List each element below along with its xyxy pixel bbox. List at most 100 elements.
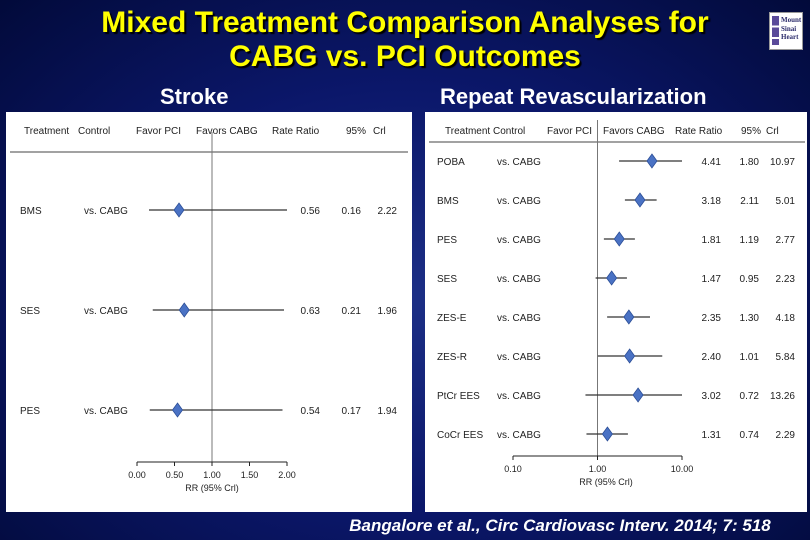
row-control: vs. CABG: [497, 313, 541, 324]
row-ci-low: 0.72: [740, 391, 760, 402]
stroke-forest-svg: Treatment Control Favor PCI Favors CABG Rate…: [10, 126, 408, 493]
header-control: Control: [493, 126, 525, 137]
row-rate-ratio: 4.41: [702, 157, 722, 168]
header-favor-pci: Favor PCI: [547, 126, 592, 137]
row-rate-ratio: 1.81: [702, 235, 722, 246]
header-treatment: Treatment: [24, 126, 69, 137]
x-tick-label: 1.50: [241, 470, 259, 480]
rr-point: [601, 426, 613, 442]
header-95-: 95%: [346, 126, 366, 137]
slide-title: Mixed Treatment Comparison Analyses for …: [20, 6, 790, 74]
row-rate-ratio: 3.02: [702, 391, 722, 402]
row-ci-high: 2.22: [378, 206, 398, 217]
row-treatment: BMS: [20, 206, 42, 217]
row-rate-ratio: 1.31: [702, 430, 722, 441]
row-ci-low: 0.21: [342, 306, 362, 317]
row-ci-low: 0.95: [740, 274, 760, 285]
x-tick-label: 2.00: [278, 470, 296, 480]
row-treatment: ZES-E: [437, 313, 467, 324]
header-95-: 95%: [741, 126, 761, 137]
revasc-forest-svg: Treatment Control Favor PCI Favors CABG Rate…: [429, 120, 805, 487]
row-ci-high: 5.01: [776, 196, 796, 207]
rr-point: [624, 348, 636, 364]
logo-mark-icon: [772, 16, 779, 45]
row-treatment: PtCr EES: [437, 391, 480, 402]
row-control: vs. CABG: [497, 391, 541, 402]
rr-point: [178, 302, 190, 318]
row-control: vs. CABG: [497, 352, 541, 363]
row-rate-ratio: 0.54: [301, 406, 321, 417]
row-rate-ratio: 2.40: [702, 352, 722, 363]
row-ci-low: 0.16: [342, 206, 362, 217]
logo-word-1: Mount: [781, 16, 802, 24]
rr-point: [632, 387, 644, 403]
x-tick-label: 10.00: [671, 464, 694, 474]
x-axis-label: RR (95% Crl): [579, 477, 633, 487]
rr-point: [634, 192, 646, 208]
row-ci-low: 1.30: [740, 313, 760, 324]
title-line-1: Mixed Treatment Comparison Analyses for: [101, 6, 709, 39]
row-control: vs. CABG: [84, 306, 128, 317]
row-ci-low: 1.01: [740, 352, 760, 363]
row-treatment: ZES-R: [437, 352, 467, 363]
row-treatment: PES: [437, 235, 457, 246]
row-ci-high: 13.26: [770, 391, 795, 402]
row-ci-high: 5.84: [776, 352, 796, 363]
header-favors-cabg: Favors CABG: [196, 126, 258, 137]
row-control: vs. CABG: [497, 157, 541, 168]
x-tick-label: 1.00: [589, 464, 607, 474]
header-treatment: Treatment: [445, 126, 490, 137]
header-rate-ratio: Rate Ratio: [272, 126, 320, 137]
row-control: vs. CABG: [497, 274, 541, 285]
row-ci-low: 1.19: [740, 235, 760, 246]
mount-sinai-logo: Mount Sinai Heart: [769, 12, 803, 50]
revasc-forest-plot: Treatment Control Favor PCI Favors CABG Rate…: [425, 112, 807, 512]
header-rate-ratio: Rate Ratio: [675, 126, 723, 137]
row-ci-high: 1.96: [378, 306, 398, 317]
header-crl: Crl: [373, 126, 386, 137]
row-treatment: CoCr EES: [437, 430, 483, 441]
header-favors-cabg: Favors CABG: [603, 126, 665, 137]
logo-wordmark: Mount Sinai Heart: [781, 16, 801, 42]
x-tick-label: 0.10: [504, 464, 522, 474]
row-treatment: SES: [437, 274, 457, 285]
logo-word-2: Sinai: [781, 24, 797, 33]
revasc-chart-title: Repeat Revascularization: [440, 84, 707, 109]
row-ci-high: 2.29: [776, 430, 796, 441]
citation: Bangalore et al., Circ Cardiovasc Interv…: [349, 516, 771, 535]
x-tick-label: 0.00: [128, 470, 146, 480]
row-ci-high: 2.23: [776, 274, 796, 285]
title-line-2: CABG vs. PCI Outcomes: [229, 40, 581, 73]
row-rate-ratio: 1.47: [702, 274, 722, 285]
row-ci-high: 4.18: [776, 313, 796, 324]
row-treatment: BMS: [437, 196, 459, 207]
row-control: vs. CABG: [497, 430, 541, 441]
row-rate-ratio: 0.56: [301, 206, 321, 217]
row-control: vs. CABG: [497, 196, 541, 207]
header-control: Control: [78, 126, 110, 137]
row-rate-ratio: 3.18: [702, 196, 722, 207]
row-control: vs. CABG: [84, 206, 128, 217]
row-treatment: POBA: [437, 157, 465, 168]
rr-point: [613, 231, 625, 247]
rr-point: [646, 153, 658, 169]
row-ci-low: 0.17: [342, 406, 362, 417]
rr-point: [173, 202, 185, 218]
row-ci-high: 2.77: [776, 235, 796, 246]
rr-point: [623, 309, 635, 325]
row-treatment: PES: [20, 406, 40, 417]
x-axis-label: RR (95% Crl): [185, 483, 239, 493]
header-favor-pci: Favor PCI: [136, 126, 181, 137]
rr-point: [606, 270, 618, 286]
logo-word-3: Heart: [781, 33, 799, 41]
row-ci-low: 2.11: [740, 196, 759, 207]
row-ci-high: 1.94: [378, 406, 398, 417]
rr-point: [171, 402, 184, 418]
x-tick-label: 1.00: [203, 470, 221, 480]
stroke-forest-plot: Treatment Control Favor PCI Favors CABG Rate…: [6, 112, 412, 512]
stroke-chart-title: Stroke: [160, 84, 229, 109]
row-ci-low: 1.80: [740, 157, 760, 168]
row-rate-ratio: 0.63: [301, 306, 321, 317]
row-ci-low: 0.74: [740, 430, 760, 441]
row-control: vs. CABG: [84, 406, 128, 417]
